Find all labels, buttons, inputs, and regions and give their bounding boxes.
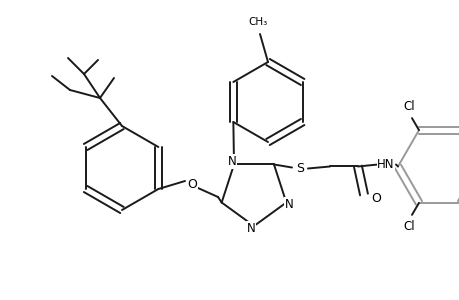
Text: O: O [370, 192, 380, 205]
Text: CH₃: CH₃ [248, 17, 267, 27]
Text: Cl: Cl [402, 100, 414, 112]
Text: N: N [246, 221, 255, 235]
Text: O: O [187, 178, 196, 191]
Text: N: N [227, 155, 236, 168]
Text: S: S [295, 162, 303, 175]
Text: Cl: Cl [402, 220, 414, 233]
Text: N: N [284, 198, 293, 211]
Text: HN: HN [376, 158, 394, 171]
